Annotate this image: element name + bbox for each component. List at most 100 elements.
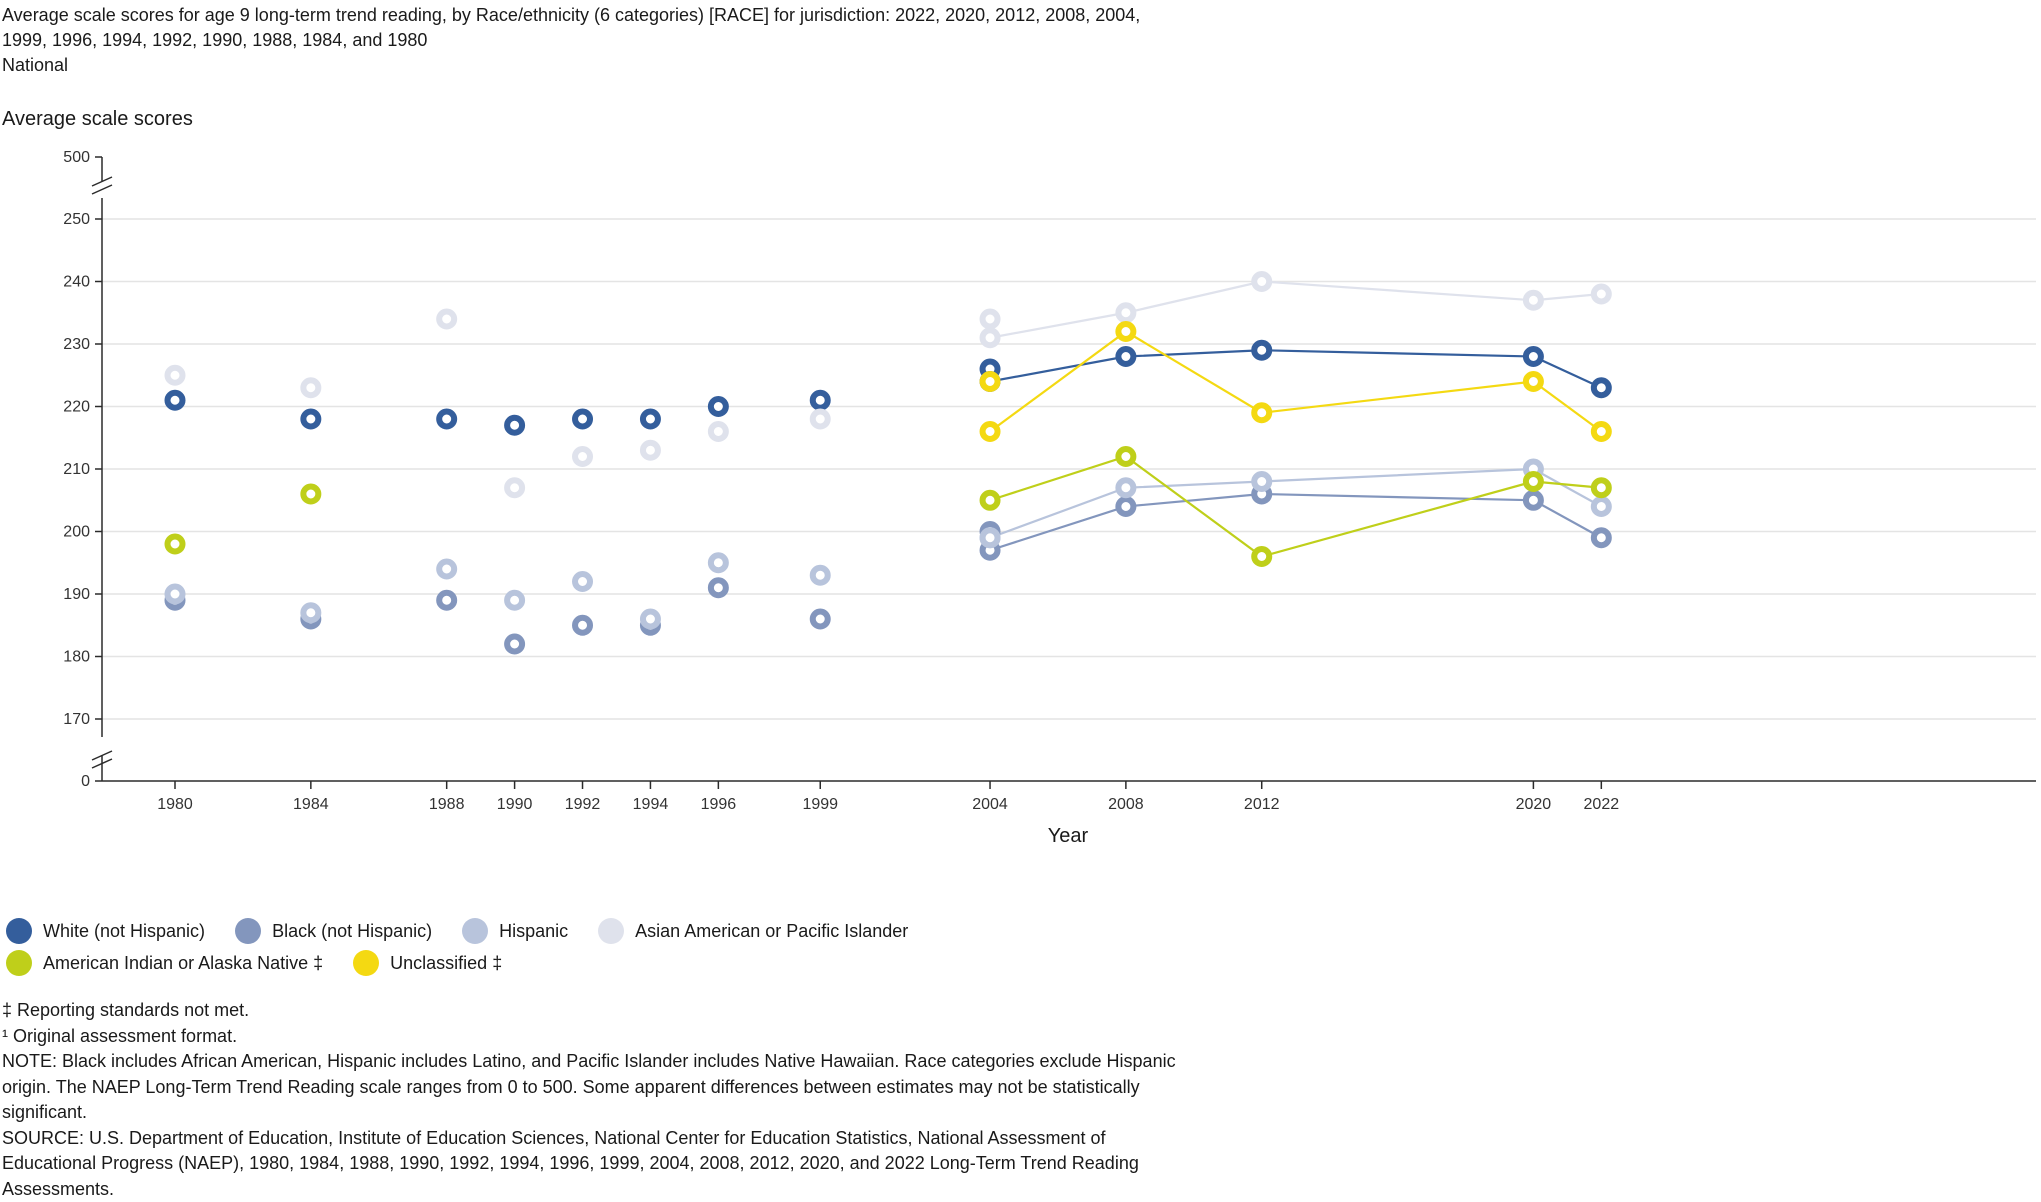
gridlines <box>102 219 2036 719</box>
data-point-american-indian-or-alaska-native <box>1594 480 1609 495</box>
series-line-unclassified <box>990 332 1601 432</box>
legend-label-hispanic: Hispanic <box>499 921 568 942</box>
legend-item-unclassified[interactable]: Unclassified ‡ <box>353 950 502 976</box>
data-point-white-not-hispanic <box>643 412 658 427</box>
data-point-asian-american-or-pacific-islander <box>507 480 522 495</box>
data-point-white-not-hispanic <box>711 399 726 414</box>
data-point-unclassified <box>1526 374 1541 389</box>
data-point-asian-american-or-pacific-islander <box>439 312 454 327</box>
x-tick-label: 1992 <box>565 796 601 813</box>
legend-swatch-asian <box>598 918 624 944</box>
y-tick-label: 500 <box>63 149 90 166</box>
x-tick-label: 2004 <box>972 796 1008 813</box>
data-point-black-not-hispanic <box>575 618 590 633</box>
legend-label-white: White (not Hispanic) <box>43 921 205 942</box>
legend-swatch-american-indian <box>6 950 32 976</box>
data-point-white-not-hispanic <box>1118 349 1133 364</box>
data-point-hispanic <box>1118 480 1133 495</box>
data-point-black-not-hispanic <box>439 593 454 608</box>
data-point-asian-american-or-pacific-islander <box>168 368 183 383</box>
x-tick-label: 2008 <box>1108 796 1144 813</box>
data-point-white-not-hispanic <box>1254 343 1269 358</box>
data-point-asian-american-or-pacific-islander <box>813 412 828 427</box>
legend-item-white[interactable]: White (not Hispanic) <box>6 918 205 944</box>
data-point-black-not-hispanic <box>711 580 726 595</box>
legend-label-american-indian: American Indian or Alaska Native ‡ <box>43 953 323 974</box>
data-point-american-indian-or-alaska-native <box>1254 549 1269 564</box>
line-chart: Average scale scores Year 0 170 180 190 200 2… <box>0 0 2041 905</box>
data-point-asian-american-or-pacific-islander <box>1254 274 1269 289</box>
x-tick-label: 1990 <box>497 796 533 813</box>
x-tick-label: 1994 <box>633 796 669 813</box>
data-point-american-indian-or-alaska-native <box>1526 474 1541 489</box>
y-axis-label: Average scale scores <box>2 108 193 130</box>
data-point-black-not-hispanic <box>813 612 828 627</box>
x-tick-label: 2022 <box>1584 796 1620 813</box>
y-tick-label: 190 <box>63 586 90 603</box>
data-point-white-not-hispanic <box>439 412 454 427</box>
series-line-hispanic <box>990 469 1601 538</box>
y-tick-label: 250 <box>63 211 90 228</box>
data-point-asian-american-or-pacific-islander <box>303 380 318 395</box>
series-lines <box>990 282 1601 557</box>
x-tick-label: 1984 <box>293 796 329 813</box>
data-point-asian-american-or-pacific-islander <box>983 312 998 327</box>
y-tick-label: 0 <box>81 773 90 790</box>
data-point-white-not-hispanic <box>168 393 183 408</box>
note-text: NOTE: Black includes African American, H… <box>2 1049 1182 1126</box>
data-point-black-not-hispanic <box>1526 493 1541 508</box>
data-point-asian-american-or-pacific-islander <box>575 449 590 464</box>
data-point-hispanic <box>168 587 183 602</box>
legend-item-asian[interactable]: Asian American or Pacific Islander <box>598 918 908 944</box>
data-point-unclassified <box>1118 324 1133 339</box>
data-point-hispanic <box>1594 499 1609 514</box>
data-point-white-not-hispanic <box>1594 380 1609 395</box>
series-line-black-not-hispanic <box>990 494 1601 550</box>
x-tick-label: 1999 <box>802 796 838 813</box>
x-tick-label: 1980 <box>157 796 193 813</box>
legend-item-hispanic[interactable]: Hispanic <box>462 918 568 944</box>
data-point-unclassified <box>1254 405 1269 420</box>
data-point-american-indian-or-alaska-native <box>168 537 183 552</box>
data-point-unclassified <box>1594 424 1609 439</box>
legend: White (not Hispanic) Black (not Hispanic… <box>6 915 938 979</box>
data-point-asian-american-or-pacific-islander <box>1594 287 1609 302</box>
data-point-hispanic <box>507 593 522 608</box>
legend-swatch-white <box>6 918 32 944</box>
data-point-american-indian-or-alaska-native <box>303 487 318 502</box>
data-point-hispanic <box>439 562 454 577</box>
data-point-black-not-hispanic <box>1118 499 1133 514</box>
legend-row: American Indian or Alaska Native ‡ Uncla… <box>6 947 938 979</box>
x-axis-label: Year <box>1048 825 1089 847</box>
data-point-unclassified <box>983 374 998 389</box>
data-point-asian-american-or-pacific-islander <box>1118 305 1133 320</box>
data-point-asian-american-or-pacific-islander <box>643 443 658 458</box>
axis-break-mark <box>92 185 112 194</box>
data-point-american-indian-or-alaska-native <box>1118 449 1133 464</box>
x-tick-label: 2012 <box>1244 796 1280 813</box>
data-point-hispanic <box>575 574 590 589</box>
data-point-american-indian-or-alaska-native <box>983 493 998 508</box>
data-point-hispanic <box>643 612 658 627</box>
legend-swatch-hispanic <box>462 918 488 944</box>
y-tick-label: 170 <box>63 711 90 728</box>
legend-label-black: Black (not Hispanic) <box>272 921 432 942</box>
data-point-asian-american-or-pacific-islander <box>983 330 998 345</box>
y-tick-label: 180 <box>63 649 90 666</box>
legend-item-black[interactable]: Black (not Hispanic) <box>235 918 432 944</box>
y-tick-label: 210 <box>63 461 90 478</box>
data-point-hispanic <box>1254 474 1269 489</box>
x-tick-label: 2020 <box>1516 796 1552 813</box>
source-text: SOURCE: U.S. Department of Education, In… <box>2 1126 1182 1202</box>
data-point-asian-american-or-pacific-islander <box>1526 293 1541 308</box>
data-point-hispanic <box>711 555 726 570</box>
legend-label-unclassified: Unclassified ‡ <box>390 953 502 974</box>
data-point-black-not-hispanic <box>507 637 522 652</box>
y-tick-label: 200 <box>63 524 90 541</box>
data-point-unclassified <box>983 424 998 439</box>
legend-item-american-indian[interactable]: American Indian or Alaska Native ‡ <box>6 950 323 976</box>
footnotes: ‡ Reporting standards not met. ¹ Origina… <box>2 998 1182 1202</box>
legend-label-asian: Asian American or Pacific Islander <box>635 921 908 942</box>
series-line-white-not-hispanic <box>990 350 1601 388</box>
reporting-standards-note: ‡ Reporting standards not met. <box>2 998 1182 1024</box>
